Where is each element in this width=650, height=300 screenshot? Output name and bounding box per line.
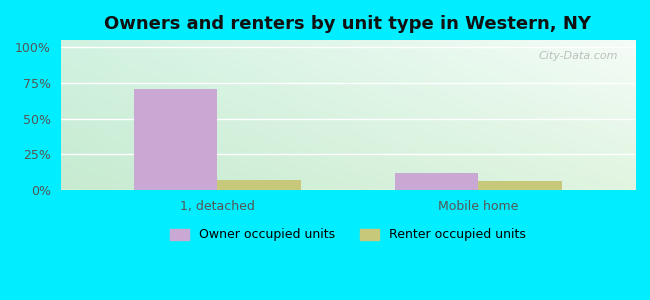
- Legend: Owner occupied units, Renter occupied units: Owner occupied units, Renter occupied un…: [165, 224, 530, 246]
- Title: Owners and renters by unit type in Western, NY: Owners and renters by unit type in Weste…: [104, 15, 592, 33]
- Bar: [478, 181, 562, 190]
- Bar: [395, 173, 478, 190]
- Bar: [217, 180, 301, 190]
- Text: City-Data.com: City-Data.com: [538, 51, 617, 61]
- Bar: [134, 89, 217, 190]
